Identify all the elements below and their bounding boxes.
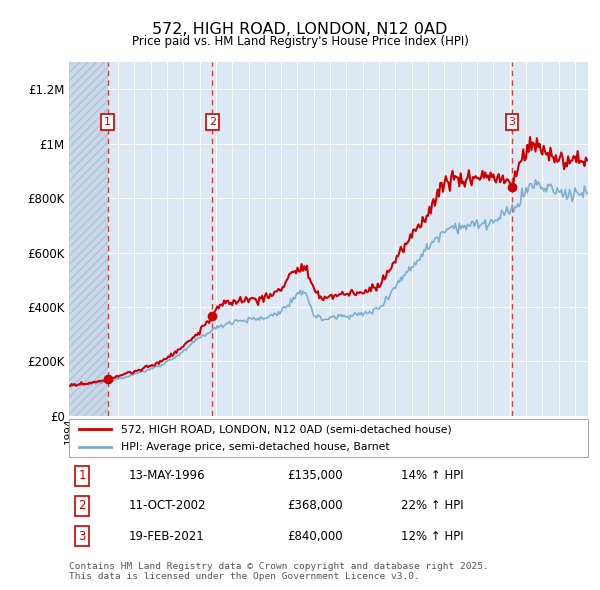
Text: £368,000: £368,000 (287, 499, 343, 513)
Text: 13-MAY-1996: 13-MAY-1996 (128, 469, 205, 482)
Text: 3: 3 (508, 117, 515, 127)
Text: 14% ↑ HPI: 14% ↑ HPI (401, 469, 464, 482)
Text: 11-OCT-2002: 11-OCT-2002 (128, 499, 206, 513)
Text: 2: 2 (209, 117, 216, 127)
Text: HPI: Average price, semi-detached house, Barnet: HPI: Average price, semi-detached house,… (121, 442, 389, 452)
Text: 2: 2 (78, 499, 86, 513)
Text: 3: 3 (78, 530, 86, 543)
Bar (69, 62, 107, 416)
Text: 572, HIGH ROAD, LONDON, N12 0AD: 572, HIGH ROAD, LONDON, N12 0AD (152, 22, 448, 37)
Text: Price paid vs. HM Land Registry's House Price Index (HPI): Price paid vs. HM Land Registry's House … (131, 35, 469, 48)
Text: Contains HM Land Registry data © Crown copyright and database right 2025.
This d: Contains HM Land Registry data © Crown c… (69, 562, 489, 581)
Text: 19-FEB-2021: 19-FEB-2021 (128, 530, 205, 543)
Text: 22% ↑ HPI: 22% ↑ HPI (401, 499, 464, 513)
Text: 12% ↑ HPI: 12% ↑ HPI (401, 530, 464, 543)
Text: 1: 1 (104, 117, 111, 127)
Text: 572, HIGH ROAD, LONDON, N12 0AD (semi-detached house): 572, HIGH ROAD, LONDON, N12 0AD (semi-de… (121, 424, 452, 434)
Text: £135,000: £135,000 (287, 469, 343, 482)
Text: £840,000: £840,000 (287, 530, 343, 543)
FancyBboxPatch shape (69, 419, 588, 457)
Text: 1: 1 (78, 469, 86, 482)
